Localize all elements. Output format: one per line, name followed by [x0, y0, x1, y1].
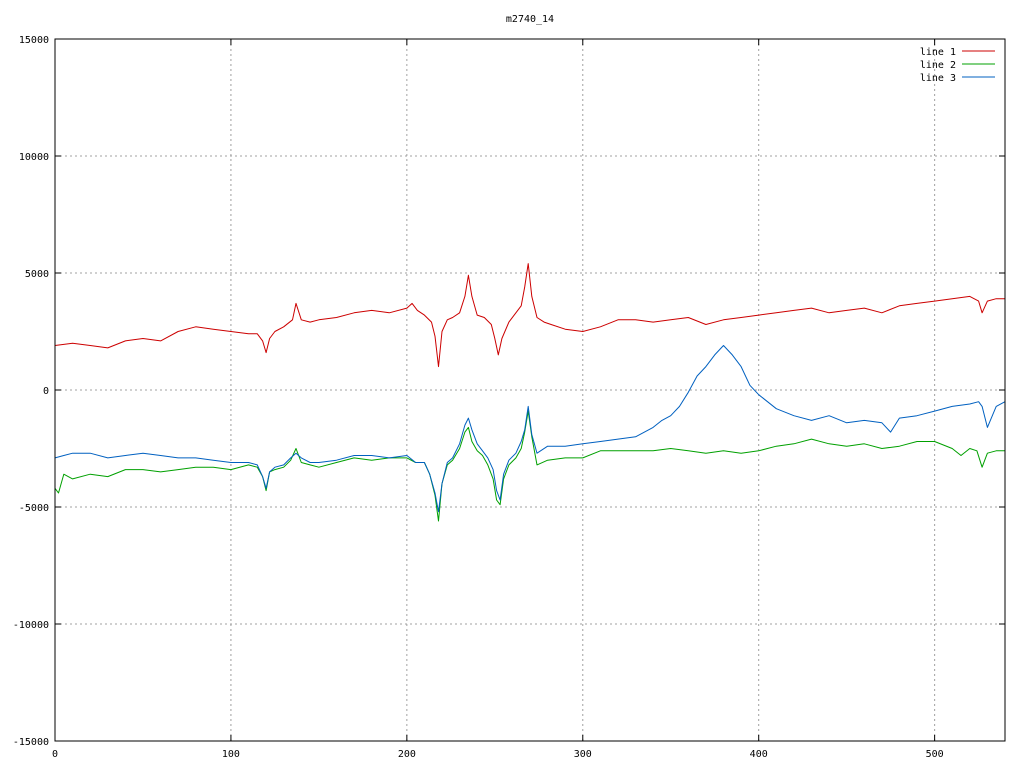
series-line-3	[54, 345, 1006, 513]
y-tick-label: -15000	[13, 737, 49, 748]
y-tick-label: 10000	[19, 152, 49, 163]
legend-label: line 3	[920, 73, 956, 84]
axis-ticks: -15000 -10000 -5000 0 5000 10000 15000 0 100 200 3…	[13, 35, 1005, 760]
y-tick-label: 15000	[19, 35, 49, 46]
x-tick-label: 300	[574, 749, 592, 760]
series-line-2	[54, 410, 1005, 522]
y-tick-label: -5000	[19, 503, 49, 514]
y-tick-label: 5000	[25, 269, 49, 280]
x-tick-label: 400	[750, 749, 768, 760]
y-tick-label: -10000	[13, 620, 49, 631]
series-line-1	[54, 263, 1005, 368]
x-tick-label: 500	[926, 749, 944, 760]
legend-label: line 1	[920, 47, 956, 58]
x-tick-label: 100	[222, 749, 240, 760]
grid	[55, 39, 1005, 741]
x-tick-label: 0	[52, 749, 58, 760]
chart-title: m2740_14	[506, 14, 554, 25]
x-tick-label: 200	[398, 749, 416, 760]
series-group	[54, 263, 1006, 522]
legend-label: line 2	[920, 60, 956, 71]
legend: line 1 line 2 line 3	[920, 47, 995, 84]
y-tick-label: 0	[43, 386, 49, 397]
